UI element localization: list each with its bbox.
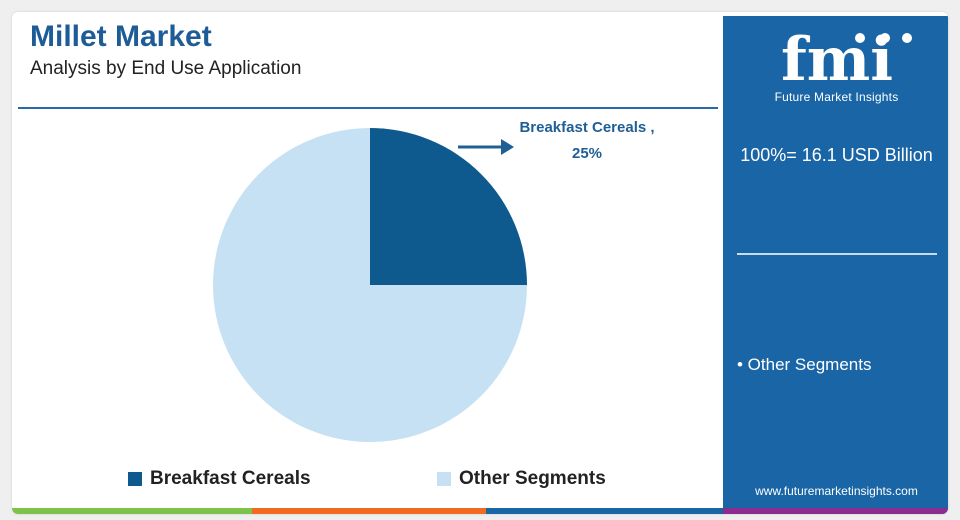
legend-item-breakfast-cereals: Breakfast Cereals bbox=[128, 468, 311, 490]
logo-subtitle: Future Market Insights bbox=[774, 90, 899, 104]
panel-segment-item: • Other Segments bbox=[737, 355, 872, 374]
bottom-bar-segment bbox=[252, 508, 486, 514]
fmi-logo: fmi bbox=[781, 30, 912, 86]
annotation-arrow bbox=[458, 139, 514, 155]
legend-label: Breakfast Cereals bbox=[150, 468, 311, 489]
annotation-label-line1: Breakfast Cereals , bbox=[519, 119, 654, 136]
pie-slices bbox=[213, 128, 527, 442]
bottom-bar-segment bbox=[12, 508, 252, 514]
chart-subtitle: Analysis by End Use Application bbox=[30, 58, 302, 79]
website-url[interactable]: www.futuremarketinsights.com bbox=[755, 484, 918, 498]
logo-dot bbox=[902, 33, 912, 43]
title-divider bbox=[18, 107, 718, 109]
legend-label: Other Segments bbox=[459, 468, 606, 489]
pie-chart: Breakfast Cereals , 25% bbox=[213, 119, 655, 442]
market-total: 100%= 16.1 USD Billion bbox=[740, 145, 933, 165]
bottom-bar-segment bbox=[486, 508, 723, 514]
pie-slice-other-segments bbox=[213, 128, 527, 442]
logo-dot bbox=[855, 33, 865, 43]
side-panel: fmi Future Market Insights 100%= 16.1 US… bbox=[723, 16, 948, 514]
bottom-bar-segment bbox=[723, 508, 948, 514]
fmi-logo-text: fmi bbox=[781, 30, 893, 86]
chart-card: Millet Market Analysis by End Use Applic… bbox=[12, 12, 948, 514]
pie-slice-breakfast-cereals bbox=[370, 128, 527, 285]
logo-dot bbox=[880, 33, 890, 43]
legend-item-other-segments: Other Segments bbox=[437, 468, 606, 490]
panel-divider bbox=[737, 253, 937, 255]
legend-swatch bbox=[437, 472, 451, 486]
chart-title: Millet Market bbox=[30, 20, 212, 53]
annotation-label-line2: 25% bbox=[572, 145, 602, 162]
legend-swatch bbox=[128, 472, 142, 486]
